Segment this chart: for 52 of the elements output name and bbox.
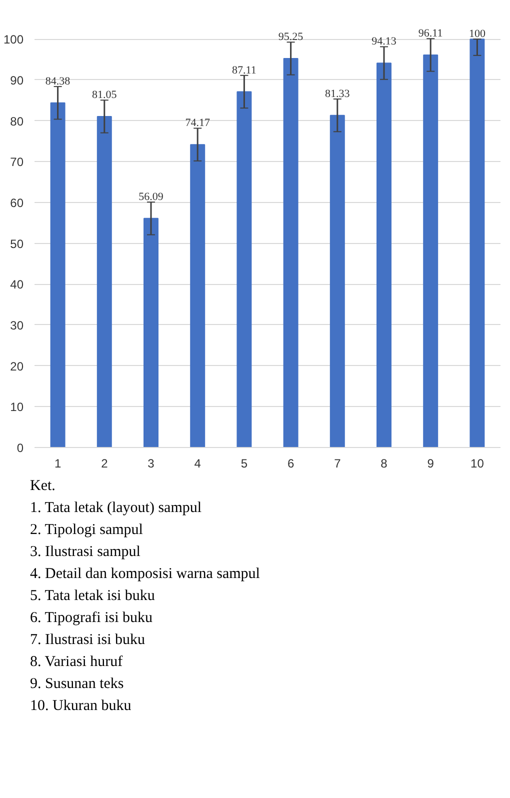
y-tick-label: 20 xyxy=(10,359,24,374)
data-label: 87.11 xyxy=(232,64,256,76)
y-tick-label: 30 xyxy=(10,318,24,332)
text: 10. Ukuran buku xyxy=(30,697,132,716)
x-tick-label: 8 xyxy=(380,456,388,470)
x-tick-label: 3 xyxy=(148,456,155,470)
x-tick-label: 2 xyxy=(101,456,108,470)
x-tick-label: 7 xyxy=(334,456,342,470)
text: Ket. xyxy=(30,477,56,496)
y-tick-label: 90 xyxy=(10,73,24,88)
data-label: 94.13 xyxy=(372,36,397,48)
text: 6. Tipografi isi buku xyxy=(30,609,154,628)
bar xyxy=(96,116,112,448)
data-label: 56.09 xyxy=(138,191,164,204)
data-label: 95.25 xyxy=(278,31,304,44)
x-tick-label: 5 xyxy=(240,456,248,470)
text: 7. Ilustrasi isi buku xyxy=(30,631,146,650)
y-tick-label: 80 xyxy=(10,114,24,128)
text: 9. Susunan teks xyxy=(30,675,125,694)
text: 3. Ilustrasi sampul xyxy=(30,543,142,562)
y-tick-label: 0 xyxy=(16,441,24,455)
y-tick-label: 70 xyxy=(10,155,24,170)
bar xyxy=(190,144,206,448)
text: 5. Tata letak isi buku xyxy=(30,587,156,606)
data-label: 81.05 xyxy=(92,89,118,102)
x-tick-label: 9 xyxy=(427,456,434,470)
text: 2. Tipologi sampul xyxy=(30,521,144,540)
data-label: 81.33 xyxy=(325,88,350,100)
y-tick-label: 100 xyxy=(3,32,24,47)
bar xyxy=(423,54,438,448)
x-tick-label: 6 xyxy=(287,456,294,470)
data-label: 100 xyxy=(468,28,486,40)
bar xyxy=(283,58,298,448)
y-tick-label: 40 xyxy=(10,278,24,292)
y-tick-label: 10 xyxy=(10,400,24,414)
text: 8. Variasi huruf xyxy=(30,653,124,672)
x-tick-label: 10 xyxy=(470,456,484,470)
y-tick-label: 50 xyxy=(10,236,24,251)
text: 1. Tata letak (layout) sampul xyxy=(30,499,203,518)
x-tick-label: 1 xyxy=(54,456,62,470)
data-label: 74.17 xyxy=(185,117,210,130)
y-tick-label: 60 xyxy=(10,196,24,210)
bar xyxy=(330,114,345,448)
bar xyxy=(376,62,392,448)
bar xyxy=(144,218,158,448)
text: 4. Detail dan komposisi warna sampul xyxy=(30,565,260,584)
data-label: 96.11 xyxy=(418,28,443,40)
data-label: 84.38 xyxy=(45,76,71,88)
bar xyxy=(236,91,252,448)
x-tick-label: 4 xyxy=(194,456,202,470)
bar xyxy=(470,38,485,448)
bar xyxy=(50,102,66,448)
